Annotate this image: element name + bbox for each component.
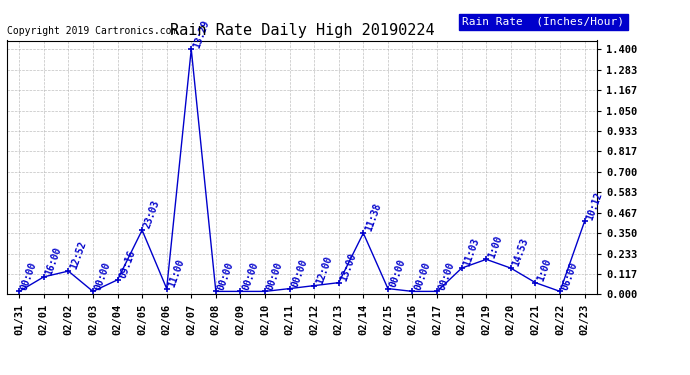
Text: 16:00: 16:00 — [43, 246, 63, 277]
Text: 11:38: 11:38 — [364, 202, 383, 233]
Text: 00:00: 00:00 — [265, 260, 284, 291]
Text: 00:00: 00:00 — [437, 260, 457, 291]
Text: 00:00: 00:00 — [240, 260, 260, 291]
Title: Rain Rate Daily High 20190224: Rain Rate Daily High 20190224 — [170, 23, 434, 38]
Text: 10:12: 10:12 — [584, 190, 604, 221]
Text: 1:00: 1:00 — [535, 257, 553, 283]
Text: 00:00: 00:00 — [93, 260, 112, 291]
Text: 06:00: 06:00 — [560, 260, 580, 291]
Text: 00:00: 00:00 — [19, 260, 39, 291]
Text: 09:16: 09:16 — [117, 249, 137, 280]
Text: 13:00: 13:00 — [339, 252, 358, 283]
Text: 12:00: 12:00 — [314, 255, 333, 286]
Text: 12:52: 12:52 — [68, 240, 88, 271]
Text: 00:00: 00:00 — [290, 258, 309, 289]
Text: Rain Rate  (Inches/Hour): Rain Rate (Inches/Hour) — [462, 17, 624, 27]
Text: 00:00: 00:00 — [216, 260, 235, 291]
Text: 00:00: 00:00 — [388, 258, 407, 289]
Text: 23:03: 23:03 — [142, 199, 161, 230]
Text: 14:53: 14:53 — [511, 237, 530, 268]
Text: 11:00: 11:00 — [167, 258, 186, 289]
Text: 13:29: 13:29 — [191, 18, 210, 49]
Text: 1:00: 1:00 — [486, 234, 504, 260]
Text: 11:03: 11:03 — [462, 237, 481, 268]
Text: Copyright 2019 Cartronics.com: Copyright 2019 Cartronics.com — [7, 26, 177, 36]
Text: 00:00: 00:00 — [413, 260, 432, 291]
